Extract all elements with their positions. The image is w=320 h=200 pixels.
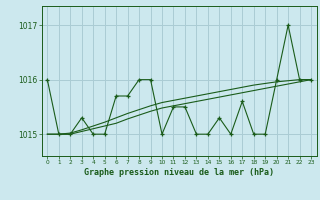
X-axis label: Graphe pression niveau de la mer (hPa): Graphe pression niveau de la mer (hPa)	[84, 168, 274, 177]
